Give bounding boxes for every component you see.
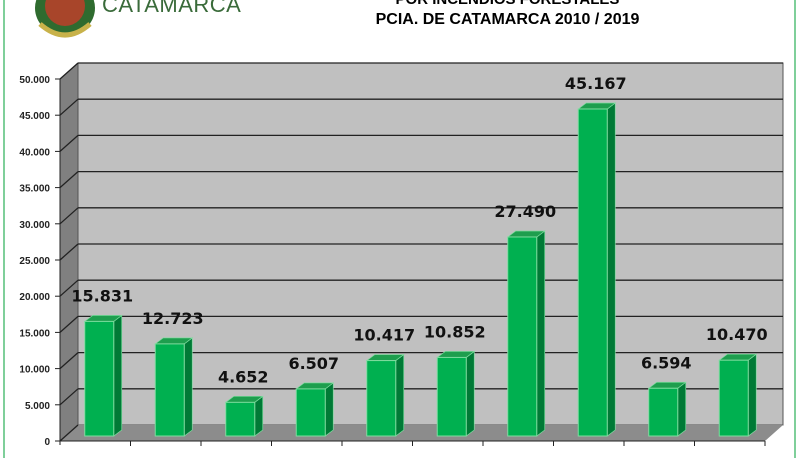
bar-2019	[718, 359, 749, 437]
data-label: 10.852	[424, 322, 486, 341]
grid-depth-line	[59, 352, 79, 370]
bar-side	[113, 314, 123, 437]
bar-side	[677, 381, 687, 437]
page-border	[3, 0, 796, 458]
data-label: 6.507	[288, 354, 339, 373]
bar-side	[395, 353, 405, 437]
data-label: 45.167	[565, 74, 627, 93]
data-label: 6.594	[641, 353, 692, 372]
data-label: 27.490	[494, 202, 556, 221]
bar-side	[606, 102, 616, 437]
data-label: 15.831	[71, 286, 133, 305]
bar-2015	[436, 356, 467, 437]
bar-side	[465, 350, 475, 437]
bar-2010	[84, 320, 115, 437]
bar-side	[254, 395, 264, 437]
bar-2016	[507, 236, 538, 437]
y-tick-label: 50.000	[19, 75, 50, 86]
y-tick-label: 30.000	[19, 220, 50, 231]
grid-depth-line	[59, 279, 79, 297]
y-tick-label: 25.000	[19, 256, 50, 267]
bar-side	[324, 382, 334, 437]
y-tick-label: 5.000	[25, 401, 50, 412]
data-label: 10.417	[353, 326, 415, 345]
bar-2012	[225, 401, 256, 437]
grid-depth-line	[59, 243, 79, 261]
chart-title-line2: PCIA. DE CATAMARCA 2010 / 2019	[375, 11, 640, 28]
data-label: 12.723	[142, 309, 204, 328]
data-label: 10.470	[706, 325, 768, 344]
logo-text: CATAMARCA	[102, 0, 242, 17]
chart-title-line1: POR INCENDIOS FORESTALES	[0, 0, 800, 8]
y-tick-label: 20.000	[19, 292, 50, 303]
grid-depth-line	[59, 134, 79, 152]
bar-2013	[295, 388, 326, 437]
grid-depth-line	[59, 98, 79, 116]
bar-2017	[577, 108, 608, 437]
bar-2014	[366, 360, 397, 437]
y-tick-label: 45.000	[19, 111, 50, 122]
catamarca-logo	[35, 0, 95, 38]
bar-2018	[648, 387, 679, 437]
y-tick-label: 40.000	[19, 147, 50, 158]
bar-side	[536, 230, 546, 437]
y-tick-label: 10.000	[19, 365, 50, 376]
y-tick-label: 35.000	[19, 184, 50, 195]
grid-depth-line	[59, 388, 79, 406]
bar-2011	[154, 343, 185, 437]
y-tick-label: 0	[44, 437, 50, 448]
grid-depth-line	[59, 171, 79, 189]
grid-depth-line	[59, 424, 79, 442]
bar-side	[183, 337, 193, 437]
grid-depth-line	[59, 62, 79, 80]
grid-depth-line	[59, 207, 79, 225]
grid-depth-line	[59, 315, 79, 333]
bar-side	[747, 353, 757, 437]
data-label: 4.652	[218, 367, 269, 386]
y-tick-label: 15.000	[19, 328, 50, 339]
